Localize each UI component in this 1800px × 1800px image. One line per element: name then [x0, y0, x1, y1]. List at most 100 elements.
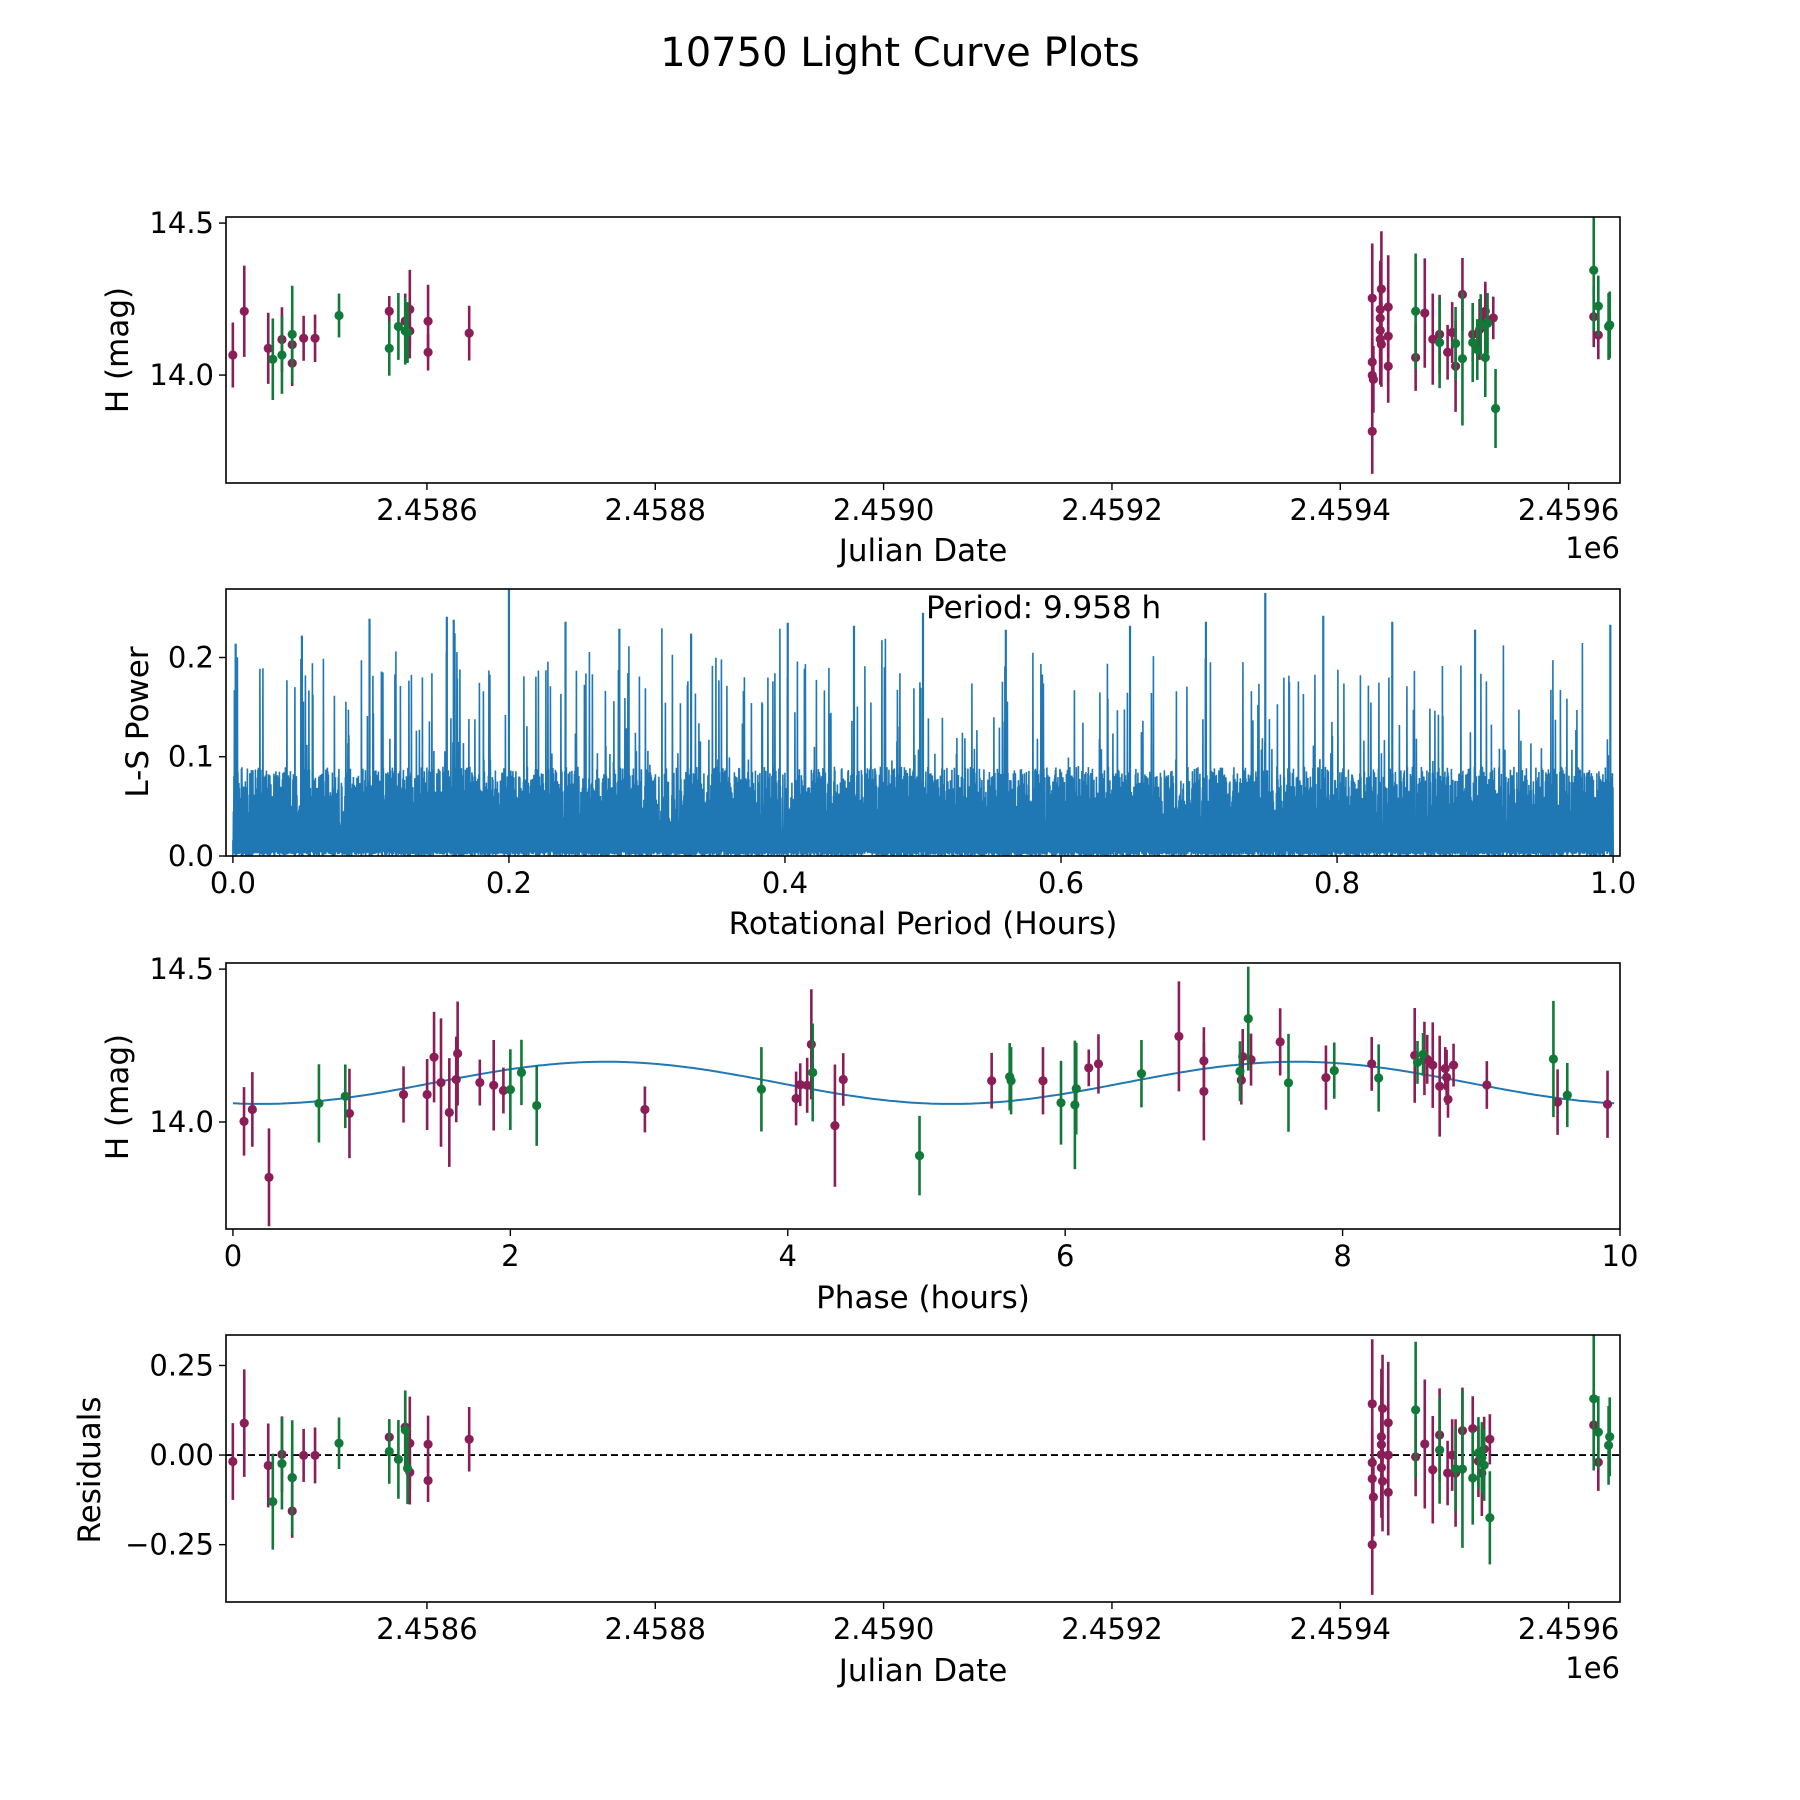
data-point	[1321, 1073, 1331, 1083]
data-point	[914, 1151, 925, 1161]
data-point	[1488, 313, 1498, 323]
data-point	[1070, 1100, 1080, 1110]
data-point	[451, 1074, 461, 1085]
periodogram-xticks: 0.0 0.2 0.4 0.6 0.8 1.0	[210, 856, 1636, 900]
data-point	[1374, 1073, 1384, 1083]
data-point	[640, 1104, 650, 1115]
data-point	[228, 1456, 238, 1467]
model-fit-curve	[232, 1060, 1615, 1105]
data-point	[393, 1454, 403, 1464]
data-point	[1435, 1445, 1445, 1455]
periodogram-xlabel: Rotational Period (Hours)	[729, 906, 1118, 942]
data-point	[464, 1434, 474, 1444]
x-tick-label: 1.0	[1590, 866, 1636, 900]
data-point	[1457, 1464, 1468, 1474]
data-point	[1490, 403, 1501, 414]
x-tick-label: 2.4588	[605, 1612, 706, 1646]
data-point	[1593, 301, 1603, 311]
y-tick-label: 14.0	[149, 1105, 214, 1139]
data-point	[1552, 1097, 1563, 1107]
data-point	[1468, 337, 1478, 348]
data-point	[1443, 1094, 1453, 1104]
data-point	[838, 1074, 848, 1085]
data-point	[1376, 339, 1386, 349]
x-tick-label: 6	[1056, 1239, 1074, 1273]
data-point	[429, 1052, 439, 1062]
data-point	[1367, 1399, 1377, 1409]
lightcurve-plot-area	[228, 217, 1615, 474]
data-point	[1589, 1394, 1599, 1404]
x-tick-label: 0.0	[210, 866, 256, 900]
y-tick-label: 0.25	[149, 1348, 214, 1382]
data-point	[516, 1067, 527, 1078]
x-tick-label: 0.8	[1314, 866, 1360, 900]
phased-plot-area	[232, 966, 1615, 1227]
series-filter-a	[228, 231, 1603, 474]
phased-xlabel: Phase (hours)	[816, 1280, 1030, 1316]
data-point	[277, 350, 287, 360]
data-point	[1006, 1076, 1016, 1086]
data-point	[1377, 1403, 1388, 1414]
periodogram-yticks: 0.0 0.1 0.2	[168, 640, 226, 873]
data-point	[1038, 1076, 1048, 1086]
series-filter-a	[228, 1339, 1603, 1595]
x-tick-label: 2.4588	[605, 493, 706, 527]
data-point	[1602, 1099, 1613, 1109]
x-tick-label: 2.4590	[833, 493, 934, 527]
data-point	[1548, 1054, 1559, 1064]
data-point	[1420, 1439, 1430, 1449]
y-tick-label: 14.0	[149, 358, 214, 392]
data-point	[344, 1108, 355, 1119]
x-tick-label: 2.4594	[1290, 493, 1391, 527]
x-tick-label: 0.6	[1038, 866, 1084, 900]
series-filter-b	[314, 966, 1572, 1196]
phased-xticks: 0 2 4 6 8 10	[224, 1229, 1638, 1273]
lightcurve-yticks: 14.0 14.5	[149, 206, 226, 392]
data-point	[1450, 338, 1461, 349]
residuals-xlabel: Julian Date	[837, 1653, 1008, 1689]
data-point	[299, 333, 309, 343]
data-point	[830, 1121, 840, 1131]
data-point	[532, 1100, 542, 1111]
data-point	[314, 1098, 324, 1108]
data-point	[1412, 1057, 1423, 1067]
data-point	[1283, 1078, 1294, 1088]
data-point	[239, 306, 249, 316]
data-point	[1482, 1080, 1492, 1090]
x-tick-label: 2	[501, 1239, 519, 1273]
residuals-marks	[226, 1335, 1620, 1595]
residuals-x-offset: 1e6	[1565, 1651, 1620, 1685]
series-filter-b	[268, 1335, 1615, 1565]
data-point	[1418, 1049, 1428, 1060]
data-point	[268, 1497, 278, 1507]
data-point	[287, 1473, 297, 1483]
data-point	[1367, 426, 1377, 436]
x-tick-label: 2.4590	[833, 1612, 934, 1646]
periodogram-marks	[232, 589, 1614, 856]
data-point	[1093, 1059, 1104, 1069]
data-point	[422, 1089, 432, 1100]
data-point	[423, 347, 433, 357]
data-point	[802, 1080, 812, 1090]
data-point	[489, 1080, 499, 1090]
periodogram-plot-area	[232, 589, 1614, 856]
lightcurve-x-offset: 1e6	[1565, 531, 1620, 565]
residuals-xticks: 2.4586 2.4588 2.4590 2.4592 2.4594 2.4596	[376, 1602, 1619, 1646]
residuals-plot-area	[226, 1335, 1620, 1595]
data-point	[1589, 265, 1599, 275]
periodogram-axes-frame	[225, 588, 1621, 857]
data-point	[1235, 1066, 1245, 1076]
data-point	[1084, 1063, 1094, 1073]
data-point	[400, 1425, 410, 1435]
data-point	[228, 350, 238, 360]
phased-yticks: 14.0 14.5	[149, 952, 226, 1139]
y-tick-label: 14.5	[149, 952, 214, 986]
y-tick-label: 14.5	[149, 206, 214, 240]
residuals-panel: 2.4586 2.4588 2.4590 2.4592 2.4594 2.4596 −0.…	[72, 1334, 1621, 1689]
data-point	[1411, 306, 1421, 316]
data-point	[1443, 347, 1453, 357]
data-point	[436, 1077, 446, 1088]
data-point	[393, 321, 403, 332]
data-point	[402, 327, 413, 338]
